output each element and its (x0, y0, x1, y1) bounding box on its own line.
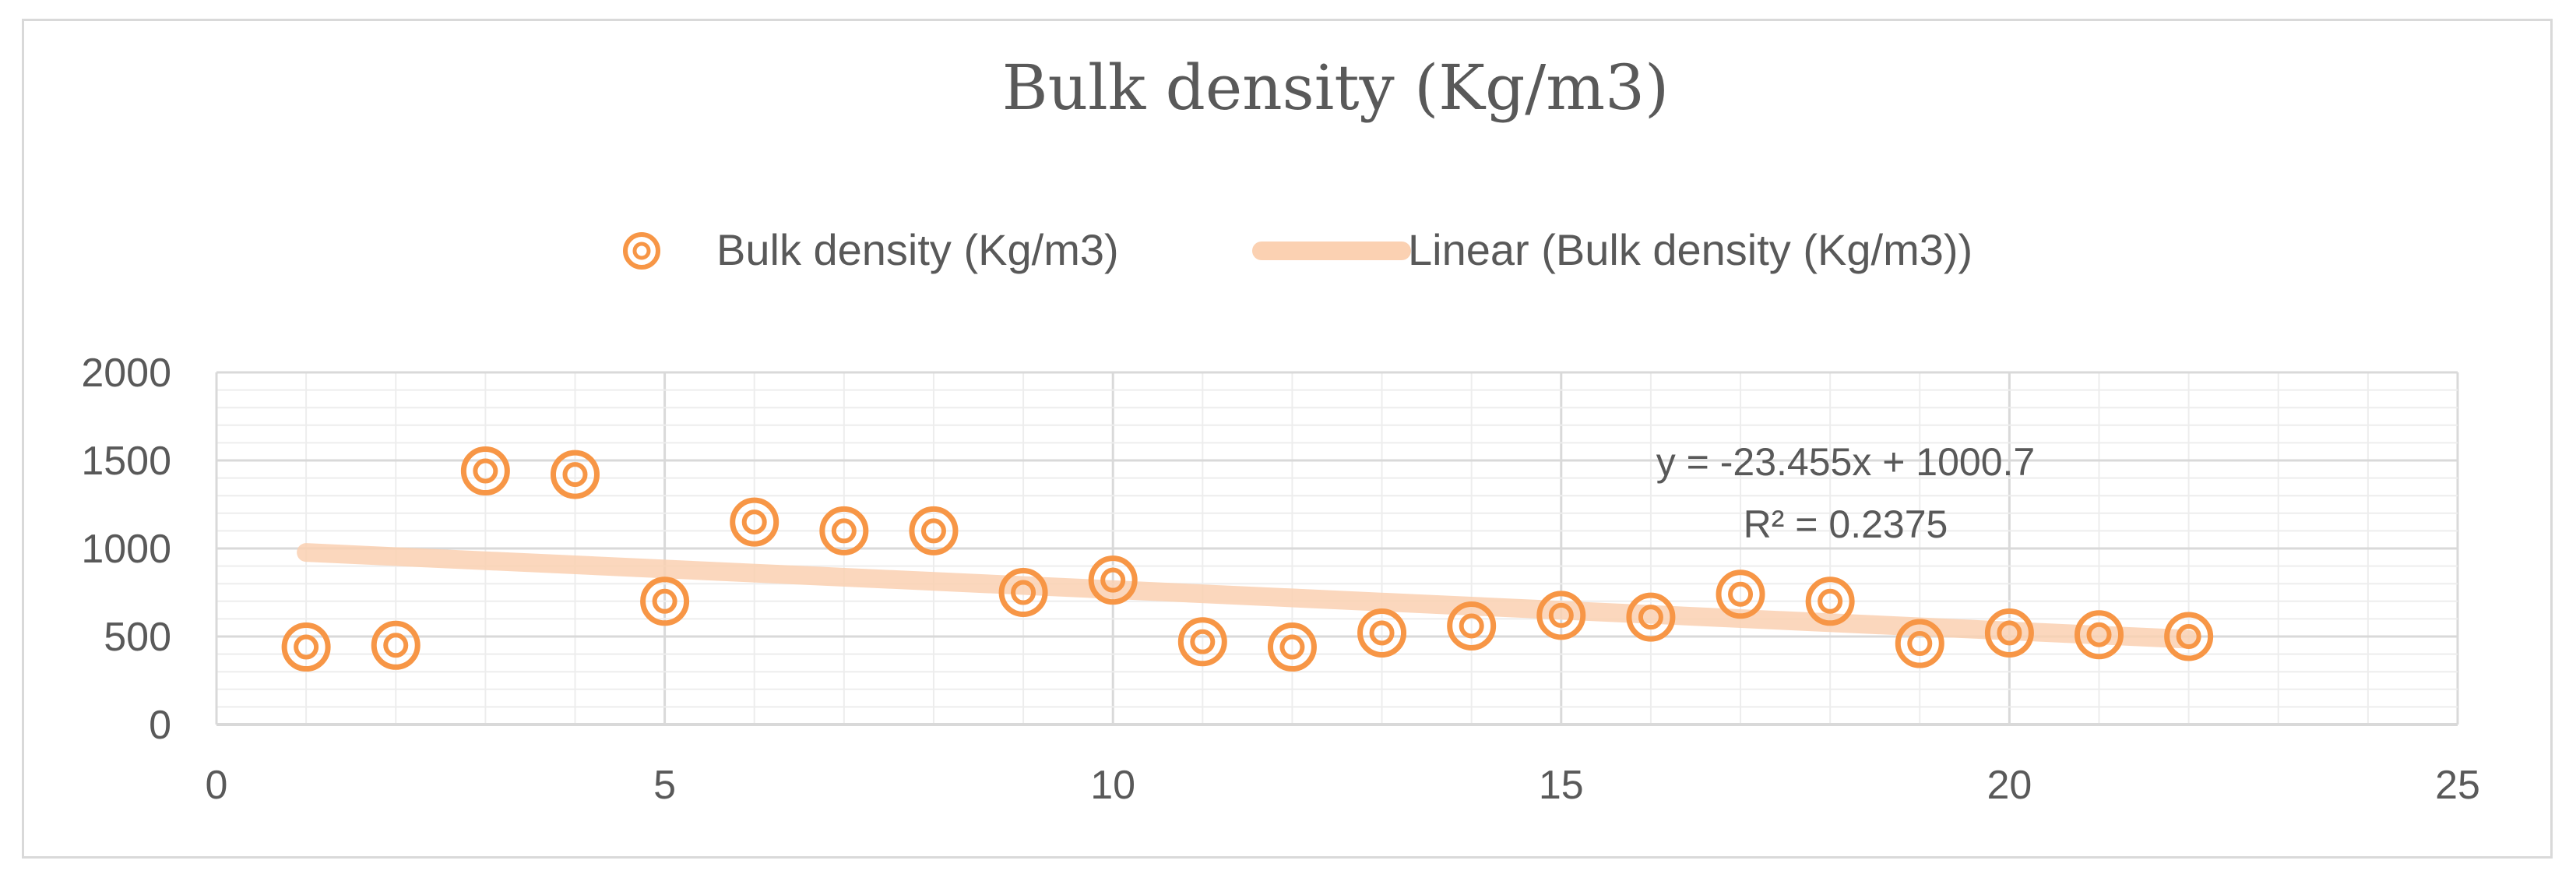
data-point-ring (998, 568, 1048, 617)
data-point-inner-ring (1369, 620, 1395, 646)
data-point-ring (2164, 612, 2214, 661)
legend-marker-series (623, 232, 660, 270)
data-point (640, 577, 690, 626)
data-point-ring (1536, 591, 1586, 640)
data-point (1447, 601, 1497, 651)
data-point-inner-ring (920, 518, 946, 544)
data-point-inner-ring (1100, 567, 1126, 593)
data-point (730, 497, 779, 547)
y-tick-label: 1500 (81, 439, 171, 484)
data-point (1716, 569, 1765, 619)
data-point-ring (1267, 622, 1317, 672)
data-point-inner-ring (1011, 580, 1036, 605)
data-point-ring (550, 450, 600, 499)
data-point (281, 622, 331, 672)
x-tick-label: 10 (1090, 763, 1135, 808)
grid (215, 371, 2459, 726)
data-point-ring (640, 577, 690, 626)
data-point (1357, 608, 1407, 658)
data-point (1895, 619, 1944, 668)
x-tick-label: 15 (1539, 763, 1584, 808)
y-tick-labels: 0 500 1000 1500 2000 (81, 351, 171, 748)
data-points (281, 446, 2214, 672)
data-point-ring (1088, 555, 1138, 605)
chart-title: Bulk density (Kg/m3) (1002, 51, 1669, 124)
data-point (1984, 608, 2034, 658)
data-point (998, 568, 1048, 617)
data-point-ring (1447, 601, 1497, 651)
data-point-inner-ring (294, 634, 319, 660)
y-tick-label: 0 (149, 703, 171, 748)
data-point-ring (1805, 577, 1855, 626)
data-point (1626, 592, 1676, 642)
data-point (1536, 591, 1586, 640)
data-point (1267, 622, 1317, 672)
data-point-inner-ring (652, 588, 677, 614)
data-point-ring (1177, 617, 1227, 667)
data-point-inner-ring (1728, 581, 1754, 607)
x-tick-label: 20 (1987, 763, 2032, 808)
data-point (909, 506, 959, 555)
data-point-inner-ring (741, 510, 767, 535)
data-point-inner-ring (831, 518, 857, 544)
data-point (1177, 617, 1227, 667)
data-point-inner-ring (1459, 613, 1484, 639)
y-tick-label: 500 (104, 615, 171, 660)
data-point-inner-ring (1548, 602, 1574, 628)
x-tick-label: 0 (206, 763, 228, 808)
data-point-ring (1716, 569, 1765, 619)
data-point-inner-ring (1997, 620, 2022, 646)
data-point-inner-ring (1907, 631, 1933, 657)
data-point-inner-ring (1190, 629, 1216, 654)
y-tick-label: 2000 (81, 351, 171, 396)
y-tick-label: 1000 (81, 527, 171, 572)
data-point-inner-ring (473, 458, 498, 484)
data-point-ring (371, 620, 421, 670)
data-point-inner-ring (1279, 634, 1305, 660)
legend-label-trendline: Linear (Bulk density (Kg/m3)) (1408, 225, 1972, 274)
legend: Bulk density (Kg/m3) Linear (Bulk densit… (623, 225, 1972, 274)
data-point-inner-ring (562, 462, 588, 488)
data-point-inner-ring (2086, 622, 2112, 647)
data-point-ring (1895, 619, 1944, 668)
trendline-equation: y = -23.455x + 1000.7 (1656, 440, 2035, 484)
data-point-inner-ring (2176, 624, 2201, 649)
data-point (460, 446, 510, 496)
data-point (1805, 577, 1855, 626)
legend-label-series: Bulk density (Kg/m3) (716, 225, 1119, 274)
x-tick-label: 5 (653, 763, 676, 808)
data-point-ring (730, 497, 779, 547)
data-point-ring (460, 446, 510, 496)
legend-ring-inner (632, 242, 651, 260)
data-point-ring (1984, 608, 2034, 658)
trendline (297, 543, 2198, 649)
data-point-ring (2075, 610, 2124, 660)
data-point (2075, 610, 2124, 660)
data-point-inner-ring (383, 633, 409, 658)
x-tick-labels: 0 5 10 15 20 25 (206, 763, 2480, 808)
data-point-ring (1626, 592, 1676, 642)
axes (215, 372, 2458, 726)
data-point-ring (281, 622, 331, 672)
data-point (2164, 612, 2214, 661)
data-point-ring (1357, 608, 1407, 658)
data-point (371, 620, 421, 670)
data-point (550, 450, 600, 499)
trendline-r-squared: R² = 0.2375 (1744, 502, 1948, 546)
data-point-inner-ring (1638, 605, 1663, 630)
data-point-ring (819, 506, 869, 555)
chart-frame (22, 19, 2553, 859)
data-point (1088, 555, 1138, 605)
data-point-ring (909, 506, 959, 555)
data-point (819, 506, 869, 555)
legend-ring-outer (623, 232, 660, 270)
data-point-inner-ring (1818, 588, 1843, 614)
x-tick-label: 25 (2435, 763, 2480, 808)
